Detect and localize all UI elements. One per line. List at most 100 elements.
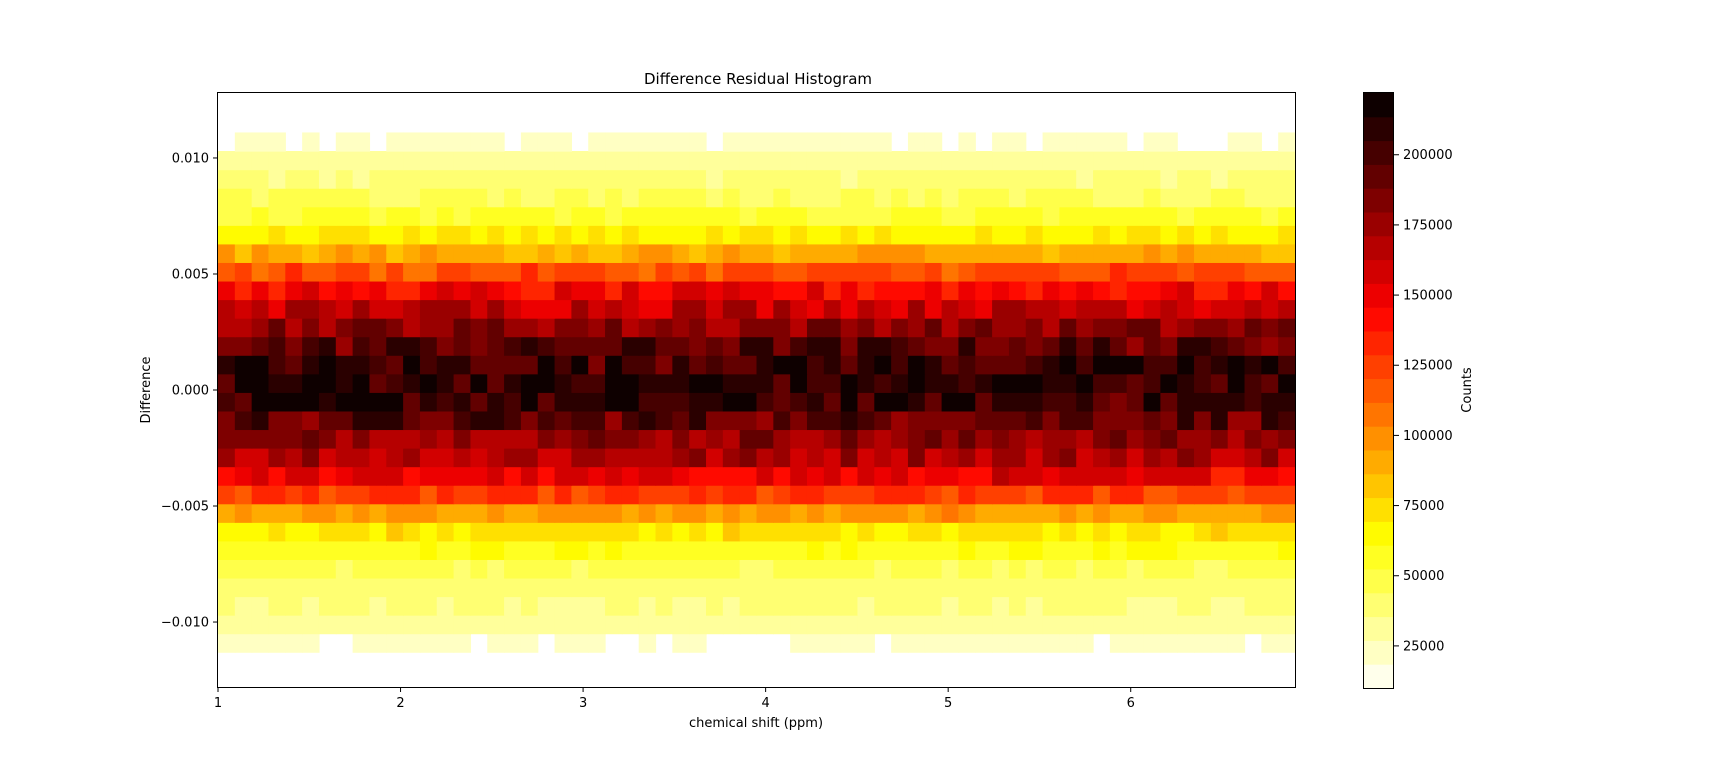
heatmap-cell [621,151,640,171]
heatmap-cell [1008,485,1027,505]
heatmap-cell [1109,522,1128,542]
heatmap-cell [1278,262,1296,282]
heatmap-cell [706,559,724,579]
heatmap-cell [1042,540,1061,560]
heatmap-cell [1227,262,1246,282]
heatmap-cell [268,615,286,635]
heatmap-cell [369,243,387,263]
heatmap-cell [352,280,371,301]
heatmap-cell [1093,615,1111,635]
heatmap-cell [1109,280,1128,301]
heatmap-cell [1059,522,1077,542]
heatmap-cell [655,615,673,635]
heatmap-cell [1025,336,1044,356]
heatmap-cell [218,262,236,282]
heatmap-cell [1025,429,1044,449]
heatmap-cell [1008,243,1027,263]
heatmap-cell [302,225,320,245]
heatmap-cell [1109,299,1128,319]
heatmap-cell [1278,615,1296,635]
heatmap-cell [722,429,741,449]
heatmap-cell [537,280,556,301]
heatmap-cell [487,243,505,263]
heatmap-cell [436,299,455,319]
heatmap-cell [958,596,976,616]
heatmap-cell [436,262,455,282]
heatmap-cell [1160,448,1178,468]
heatmap-cell [1109,466,1128,486]
heatmap-cell [419,169,438,189]
heatmap-cell [790,132,808,152]
heatmap-cell [218,318,236,338]
heatmap-cell [386,225,404,245]
heatmap-cell [1109,577,1128,598]
heatmap-cell [571,336,589,356]
heatmap-cell [1210,559,1229,579]
heatmap-cell [335,280,354,301]
heatmap-cell [621,540,640,560]
heatmap-cell [504,410,522,431]
heatmap-cell [1042,633,1061,653]
heatmap-cell [941,169,960,189]
heatmap-cell [1109,262,1128,282]
heatmap-cell [318,225,337,245]
heatmap-cell [352,188,371,208]
heatmap-cell [941,540,960,560]
heatmap-cell [453,299,472,319]
heatmap-cell [487,392,505,412]
heatmap-cell [419,540,438,560]
heatmap-cell [234,355,253,375]
heatmap-cell [823,225,842,245]
heatmap-cell [706,225,724,245]
heatmap-cell [992,448,1010,468]
heatmap-cell [588,429,606,449]
heatmap-cell [251,151,270,171]
heatmap-cell [218,559,236,579]
heatmap-cell [419,280,438,301]
heatmap-cell [722,448,741,468]
heatmap-cell [975,336,993,356]
y-tick-label: −0.010 [161,616,209,631]
heatmap-cell [975,448,993,468]
heatmap-cell [739,206,758,226]
heatmap-cell [335,373,354,393]
heatmap-cell [436,318,455,338]
heatmap-cell [1143,392,1161,412]
heatmap-cell [975,633,993,653]
heatmap-cell [958,336,976,356]
heatmap-cell [773,280,791,301]
heatmap-cell [335,318,354,338]
heatmap-cell [1244,410,1262,431]
heatmap-cell [470,373,488,393]
heatmap-cell [773,206,791,226]
heatmap-cell [419,318,438,338]
heatmap-cell [419,429,438,449]
heatmap-cell [436,355,455,375]
heatmap-cell [941,410,960,431]
heatmap-cell [689,615,707,635]
heatmap-cell [234,392,253,412]
heatmap-cell [806,169,825,189]
heatmap-cell [571,559,589,579]
heatmap-cell [1059,540,1077,560]
heatmap-cell [1227,466,1246,486]
heatmap-cell [504,318,522,338]
heatmap-cell [1042,410,1061,431]
heatmap-cell [1143,577,1161,598]
heatmap-cell [958,392,976,412]
heatmap-cell [285,243,303,263]
heatmap-cell [588,577,606,598]
heatmap-cell [1194,373,1212,393]
heatmap-cell [840,225,859,245]
heatmap-cell [840,392,859,412]
colorbar-segment [1364,354,1394,380]
heatmap-cell [1160,169,1178,189]
heatmap-cell [790,373,808,393]
heatmap-cell [588,355,606,375]
heatmap-cell [790,206,808,226]
heatmap-cell [891,243,909,263]
heatmap-cell [756,485,774,505]
heatmap-cell [790,151,808,171]
heatmap-cell [891,206,909,226]
heatmap-cell [806,299,825,319]
